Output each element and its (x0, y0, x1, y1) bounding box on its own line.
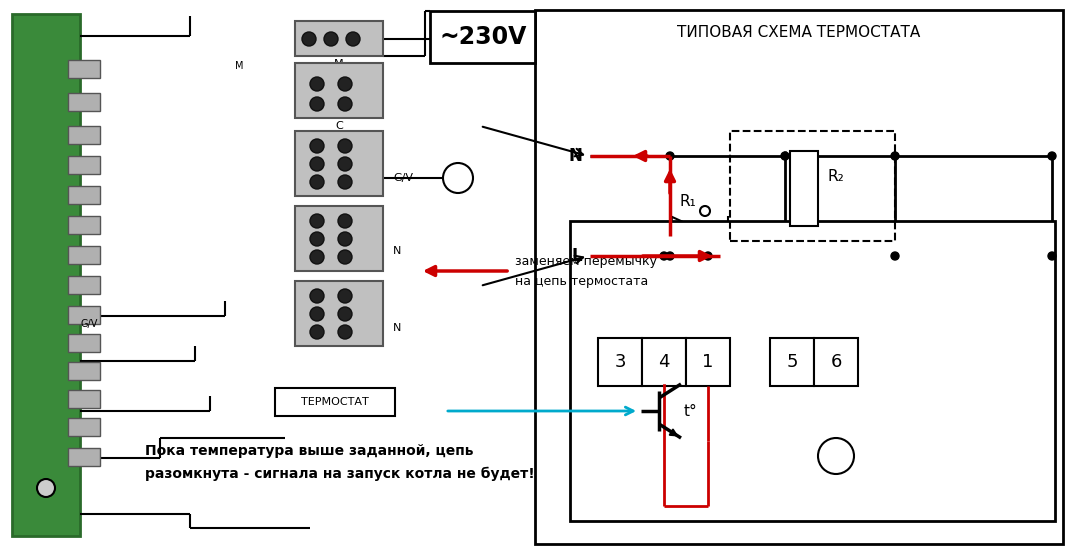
Bar (67, 276, 100, 294)
Bar (67, 390, 100, 408)
Bar (295, 131, 383, 196)
Text: G/V: G/V (80, 319, 97, 329)
Circle shape (310, 157, 325, 171)
Text: N: N (393, 323, 402, 333)
Circle shape (338, 157, 352, 171)
Text: ТИПОВАЯ СХЕМА ТЕРМОСТАТА: ТИПОВАЯ СХЕМА ТЕРМОСТАТА (677, 24, 921, 39)
Text: заменяем перемычку: заменяем перемычку (515, 255, 657, 267)
Circle shape (346, 32, 360, 46)
Circle shape (302, 32, 316, 46)
Circle shape (310, 250, 325, 264)
Circle shape (818, 438, 854, 474)
Circle shape (310, 139, 325, 153)
Circle shape (310, 232, 325, 246)
Bar (295, 206, 383, 271)
Bar (536, 10, 1064, 544)
Text: C: C (335, 121, 343, 131)
Circle shape (704, 252, 712, 260)
Circle shape (443, 163, 473, 193)
Circle shape (338, 289, 352, 303)
Circle shape (660, 252, 668, 260)
Bar (790, 151, 818, 226)
Bar (67, 306, 100, 324)
Circle shape (310, 214, 325, 228)
Bar (429, 11, 536, 63)
Circle shape (338, 97, 352, 111)
Bar (770, 338, 814, 386)
Text: R₂: R₂ (828, 168, 845, 183)
Circle shape (338, 214, 352, 228)
Text: разомкнута - сигнала на запуск котла не будет!: разомкнута - сигнала на запуск котла не … (145, 467, 534, 481)
Bar (295, 281, 383, 346)
Bar (67, 216, 100, 234)
Circle shape (781, 152, 789, 160)
Circle shape (1049, 152, 1056, 160)
Text: N: N (295, 301, 302, 311)
Bar (67, 246, 100, 264)
Bar (598, 338, 642, 386)
Bar (570, 221, 1055, 521)
Bar (67, 334, 100, 352)
Text: ТЕРМОСТАТ: ТЕРМОСТАТ (301, 397, 368, 407)
Circle shape (666, 152, 674, 160)
Text: R₁: R₁ (680, 193, 697, 208)
Circle shape (310, 289, 325, 303)
Text: C: C (295, 171, 302, 181)
Circle shape (310, 77, 325, 91)
Circle shape (891, 252, 899, 260)
Text: L: L (571, 247, 582, 265)
Text: 1: 1 (703, 353, 713, 371)
Bar (295, 63, 383, 118)
Text: N: N (393, 246, 402, 256)
Circle shape (37, 479, 55, 497)
Text: M: M (235, 61, 243, 71)
Bar (295, 21, 383, 56)
Bar (67, 448, 100, 466)
Text: M: M (334, 59, 344, 69)
Circle shape (666, 252, 674, 260)
Circle shape (338, 139, 352, 153)
Text: 6: 6 (830, 353, 842, 371)
Circle shape (338, 250, 352, 264)
Circle shape (891, 152, 899, 160)
Text: G/V: G/V (393, 173, 413, 183)
Circle shape (338, 77, 352, 91)
Bar (12, 14, 80, 536)
Bar (67, 418, 100, 436)
Circle shape (310, 307, 325, 321)
Bar (67, 362, 100, 380)
Circle shape (338, 175, 352, 189)
Bar (642, 338, 687, 386)
Bar (67, 156, 100, 174)
Bar (67, 93, 100, 111)
Text: 3: 3 (615, 353, 625, 371)
Text: ~230V: ~230V (439, 25, 527, 49)
Bar (67, 60, 100, 78)
Circle shape (338, 232, 352, 246)
Bar (730, 131, 895, 241)
Text: N: N (295, 246, 302, 256)
Bar (687, 338, 730, 386)
Text: N: N (568, 147, 582, 165)
Bar (275, 388, 395, 416)
Circle shape (1049, 252, 1056, 260)
Text: на цепь термостата: на цепь термостата (515, 275, 648, 287)
Text: Пока температура выше заданной, цепь: Пока температура выше заданной, цепь (145, 444, 473, 458)
Circle shape (310, 97, 325, 111)
Bar (814, 338, 858, 386)
Bar (67, 126, 100, 144)
Circle shape (338, 325, 352, 339)
Circle shape (310, 325, 325, 339)
Circle shape (325, 32, 338, 46)
Circle shape (310, 175, 325, 189)
Text: 5: 5 (786, 353, 798, 371)
Text: t°: t° (684, 404, 697, 419)
Circle shape (338, 307, 352, 321)
Circle shape (700, 206, 710, 216)
Bar (67, 186, 100, 204)
Text: 4: 4 (659, 353, 669, 371)
